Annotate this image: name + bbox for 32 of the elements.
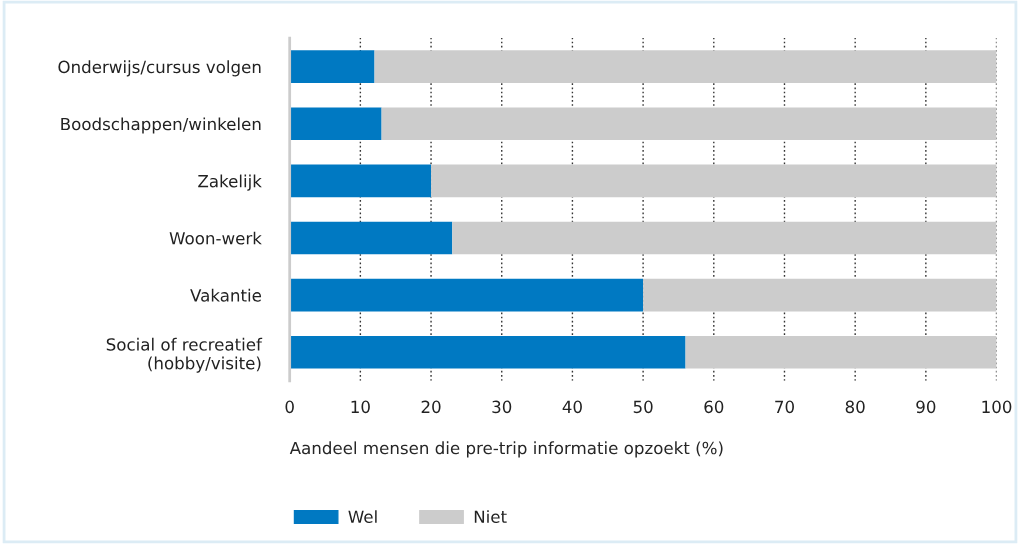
- bar: [381, 107, 997, 141]
- x-tick-label: 40: [562, 400, 582, 414]
- x-tick-label: 50: [633, 400, 653, 414]
- x-tick-label: 0: [285, 400, 294, 414]
- bar: [289, 164, 432, 198]
- bar: [685, 335, 997, 369]
- legend-label: Wel: [348, 510, 377, 524]
- x-axis-title: Aandeel mensen die pre-trip informatie opzoekt (%): [289, 441, 723, 458]
- x-tick-label: 60: [704, 400, 724, 414]
- bar: [643, 278, 997, 312]
- bar: [289, 107, 382, 141]
- bar: [431, 164, 997, 198]
- y-tick-label: Onderwijs/cursus volgen: [58, 60, 261, 77]
- y-tick-label: Woon-werk: [169, 231, 262, 245]
- bar: [289, 278, 644, 312]
- x-tick-label: 20: [421, 400, 441, 414]
- bar: [452, 221, 997, 255]
- x-tick-label: 90: [916, 400, 936, 414]
- x-tick-label: 30: [492, 400, 512, 414]
- bar: [289, 335, 686, 369]
- bar: [289, 50, 375, 83]
- y-tick-label: Social of recreatief (hobby/visite): [106, 337, 263, 373]
- y-tick-label: Vakantie: [190, 288, 262, 302]
- y-tick-label: Boodschappen/winkelen: [61, 117, 261, 134]
- y-tick-label: Zakelijk: [198, 174, 262, 191]
- legend-label: Niet: [474, 510, 507, 524]
- x-tick-label: 100: [982, 400, 1012, 414]
- x-tick-label: 10: [351, 400, 370, 414]
- bar: [289, 221, 453, 255]
- x-tick-label: 80: [845, 400, 865, 414]
- x-tick-label: 70: [775, 400, 794, 414]
- bar: [374, 50, 997, 83]
